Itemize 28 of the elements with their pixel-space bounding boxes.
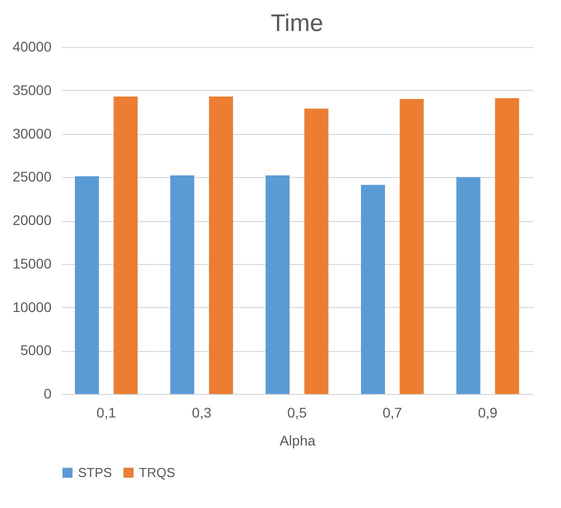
bar: [266, 175, 290, 394]
x-tick-label: 0,5: [287, 404, 307, 420]
y-tick-label: 30000: [12, 125, 52, 142]
chart-title: Time: [270, 10, 324, 37]
bar: [209, 96, 234, 394]
y-tick-label: 40000: [12, 38, 52, 54]
y-tick-label: 25000: [12, 168, 52, 185]
x-tick-label: 0,1: [96, 404, 116, 420]
y-tick-label: 5000: [20, 342, 52, 358]
y-tick-label: 0: [44, 386, 52, 402]
bar: [400, 99, 424, 394]
y-tick-label: 20000: [12, 212, 52, 228]
bar: [360, 184, 385, 394]
x-tick-label: 0,9: [478, 404, 498, 420]
x-axis-title: Alpha: [280, 432, 316, 448]
y-tick-label: 10000: [12, 298, 52, 315]
bar: [74, 176, 99, 394]
legend-label: STPS: [78, 464, 112, 480]
bar: [170, 175, 194, 394]
y-tick-label: 35000: [12, 82, 52, 98]
x-tick-label: 0,7: [382, 404, 402, 420]
bar: [456, 177, 480, 394]
bar: [495, 98, 520, 394]
x-tick-label: 0,3: [192, 404, 212, 420]
bar: [304, 108, 328, 394]
legend-label: TRQS: [139, 464, 176, 480]
bar: [114, 96, 138, 394]
y-tick-label: 15000: [12, 255, 52, 272]
